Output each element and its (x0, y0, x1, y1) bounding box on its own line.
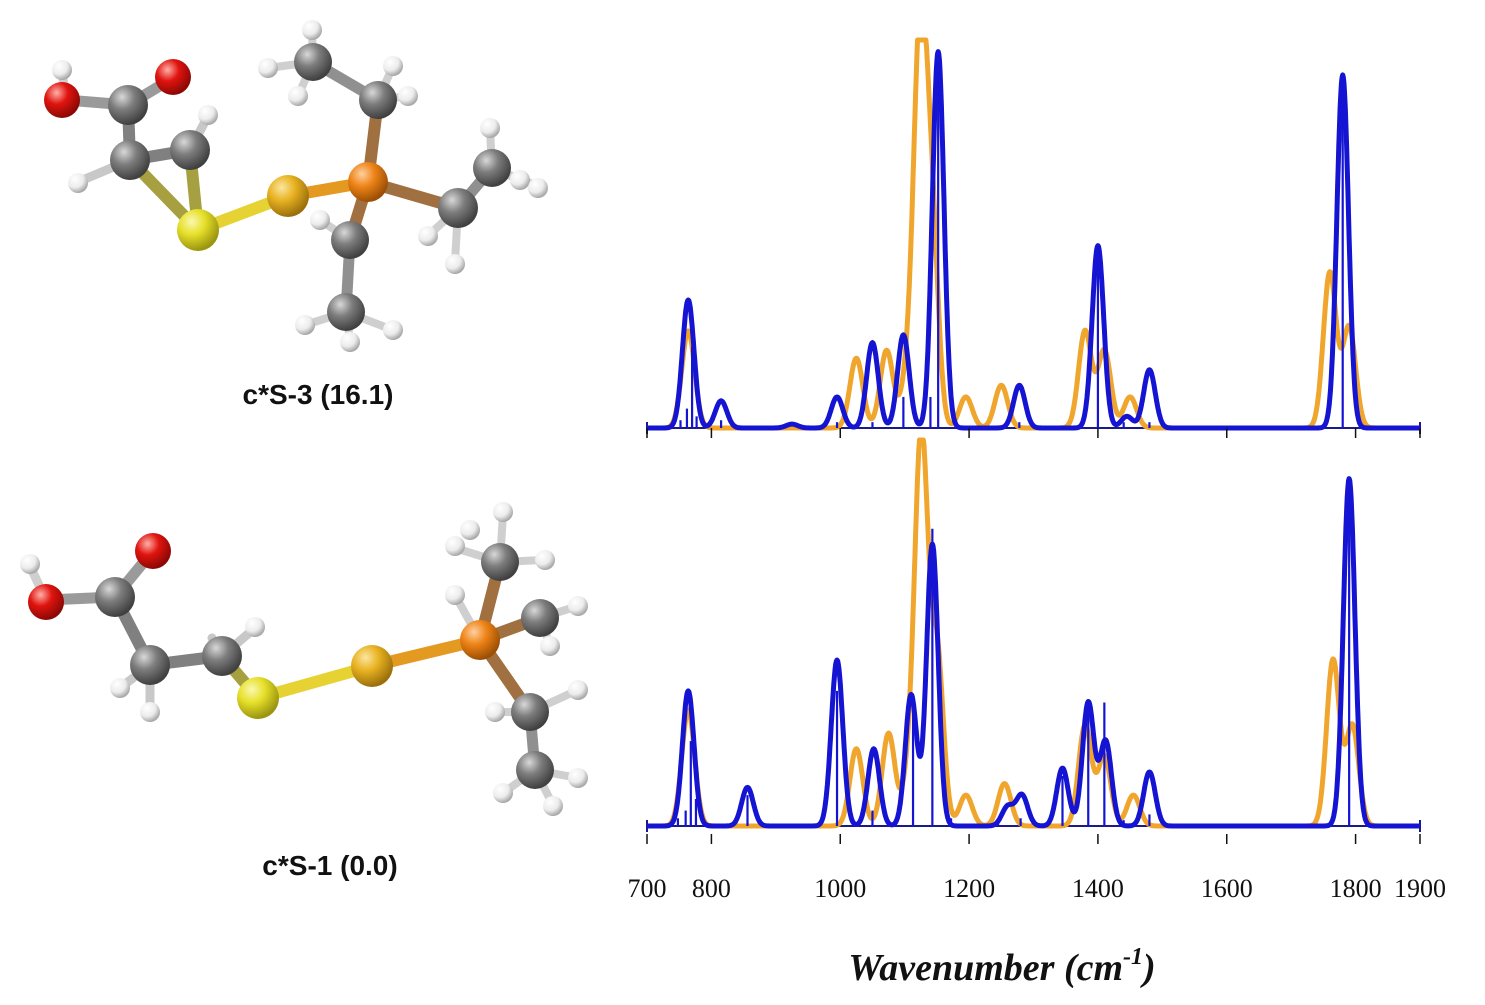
oxygen-atom (135, 533, 171, 569)
oxygen-atom (44, 82, 80, 118)
spectrum-panel-top: 700 800 1000 1200 1400 1600 1800 1900 (628, 37, 1446, 903)
carbon-atom (108, 85, 148, 125)
hydrogen-atom (418, 226, 438, 246)
hydrogen-atom (310, 210, 330, 230)
sulfur-atom (177, 209, 219, 251)
hydrogen-atom (510, 170, 530, 190)
hydrogen-atom (245, 617, 265, 637)
hydrogen-atom (198, 105, 218, 125)
carbon-atom (327, 293, 365, 331)
ir-spectra-chart: 700 800 1000 1200 1400 1600 1800 1900 (628, 37, 1446, 903)
atoms (20, 502, 588, 816)
sulfur-atom (237, 677, 279, 719)
x-axis-title-unit: (cm (1064, 947, 1123, 989)
experimental-spectrum-line (645, 37, 1422, 431)
x-axis-title-sup: -1 (1123, 944, 1143, 970)
x-tick-label: 800 (692, 874, 731, 903)
hydrogen-atom (543, 796, 563, 816)
sulfur-atom (267, 175, 309, 217)
hydrogen-atom (110, 678, 130, 698)
atoms (44, 20, 548, 352)
hydrogen-atom (20, 554, 40, 574)
spectrum-panel-bottom (645, 437, 1422, 844)
hydrogen-atom (445, 254, 465, 274)
carbon-atom (438, 188, 478, 228)
hydrogen-atom (288, 86, 308, 106)
hydrogen-atom (302, 20, 322, 40)
calculated-spectrum-line (645, 49, 1422, 431)
molecule-c-s-1: c*S-1 (0.0) (20, 502, 588, 881)
carbon-atom (294, 43, 332, 81)
x-tick-label: 1800 (1330, 874, 1382, 903)
oxygen-atom (28, 584, 64, 620)
x-axis-title: Wavenumber (cm-1) (848, 944, 1155, 989)
carbon-atom (473, 149, 511, 187)
x-tick-label: 1000 (814, 874, 866, 903)
carbon-atom (95, 577, 135, 617)
carbon-atom (170, 130, 210, 170)
hydrogen-atom (68, 173, 88, 193)
hydrogen-atom (480, 118, 500, 138)
hydrogen-atom (340, 332, 360, 352)
x-axis-title-close: ) (1140, 947, 1156, 989)
carbon-atom (110, 140, 150, 180)
hydrogen-atom (493, 502, 513, 522)
hydrogen-atom (258, 58, 278, 78)
hydrogen-atom (485, 702, 505, 722)
experimental-spectrum-line (645, 437, 1422, 829)
x-tick-label: 1600 (1201, 874, 1253, 903)
hydrogen-atom (540, 636, 560, 656)
x-axis-title-main: Wavenumber (848, 947, 1055, 989)
x-tick-label: 700 (628, 874, 667, 903)
molecule-label: c*S-3 (16.1) (243, 379, 394, 410)
calculated-spectrum-line (645, 476, 1422, 829)
carbon-atom (511, 693, 549, 731)
carbon-atom (331, 221, 369, 259)
hydrogen-atom (493, 783, 513, 803)
molecule-c-s-3: c*S-3 (16.1) (44, 20, 548, 410)
molecule-label: c*S-1 (0.0) (262, 850, 397, 881)
hydrogen-atom (528, 178, 548, 198)
hydrogen-atom (568, 768, 588, 788)
hydrogen-atom (445, 585, 465, 605)
carbon-atom (130, 645, 170, 685)
hydrogen-atom (568, 596, 588, 616)
x-tick-label: 1200 (943, 874, 995, 903)
hydrogen-atom (52, 60, 72, 80)
hydrogen-atom (535, 550, 555, 570)
hydrogen-atom (398, 86, 418, 106)
x-tick-label: 1400 (1072, 874, 1124, 903)
oxygen-atom (155, 59, 191, 95)
phosphorus-atom (460, 620, 500, 660)
hydrogen-atom (383, 56, 403, 76)
hydrogen-atom (568, 680, 588, 700)
sulfur-atom (351, 645, 393, 687)
carbon-atom (516, 751, 554, 789)
hydrogen-atom (460, 520, 480, 540)
carbon-atom (521, 599, 559, 637)
hydrogen-atom (445, 536, 465, 556)
hydrogen-atom (383, 320, 403, 340)
carbon-atom (202, 636, 242, 676)
phosphorus-atom (348, 162, 388, 202)
hydrogen-atom (140, 702, 160, 722)
x-tick-label: 1900 (1394, 874, 1446, 903)
hydrogen-atom (295, 315, 315, 335)
carbon-atom (481, 543, 519, 581)
carbon-atom (359, 81, 397, 119)
